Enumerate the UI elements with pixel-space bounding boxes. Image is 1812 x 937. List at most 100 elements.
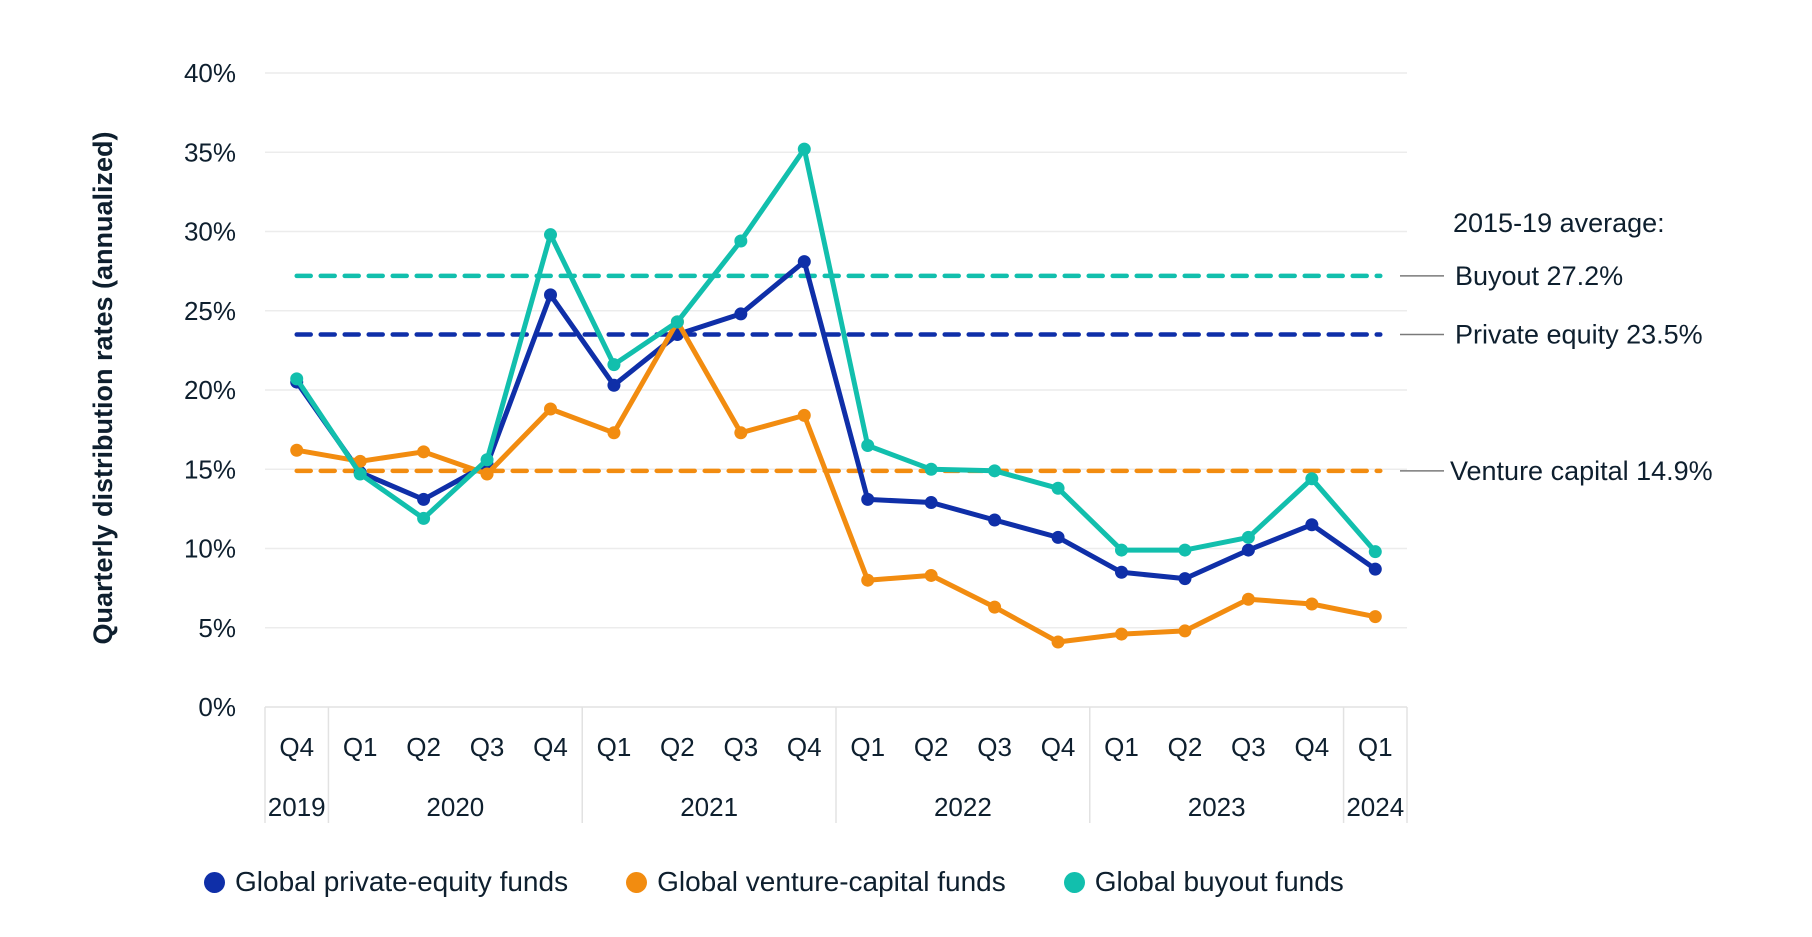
data-point-vc bbox=[1305, 597, 1319, 611]
reference-annotations: 2015-19 average: Buyout 27.2% Private equ… bbox=[1400, 208, 1713, 486]
data-point-bo bbox=[1051, 481, 1065, 495]
data-point-bo bbox=[1115, 543, 1128, 557]
series-bo bbox=[290, 142, 1382, 559]
data-point-bo bbox=[1178, 543, 1192, 557]
data-point-bo bbox=[544, 228, 557, 242]
x-year-label: 2022 bbox=[934, 792, 992, 822]
data-point-vc bbox=[544, 402, 557, 416]
reference-annotation: Venture capital 14.9% bbox=[1450, 456, 1713, 486]
legend-label: Global private-equity funds bbox=[235, 866, 569, 897]
y-tick-label: 40% bbox=[184, 58, 236, 88]
x-tick-label: Q1 bbox=[1358, 732, 1393, 762]
x-tick-label: Q2 bbox=[914, 732, 949, 762]
x-tick-label: Q2 bbox=[1168, 732, 1203, 762]
data-point-bo bbox=[1241, 530, 1255, 544]
legend-item-private-equity[interactable]: Global private-equity funds bbox=[204, 866, 568, 898]
annotation-header: 2015-19 average: bbox=[1453, 208, 1665, 238]
data-point-pe bbox=[861, 492, 875, 506]
y-tick-label: 30% bbox=[184, 217, 236, 247]
y-axis: 0% 5% 10% 15% 20% 25% 30% 35% 40% bbox=[184, 58, 236, 722]
x-tick-label: Q3 bbox=[723, 732, 758, 762]
data-point-vc bbox=[1178, 624, 1192, 638]
data-point-bo bbox=[1368, 545, 1382, 559]
x-year-label: 2020 bbox=[426, 792, 484, 822]
data-point-bo bbox=[988, 464, 1002, 478]
x-tick-label: Q4 bbox=[787, 732, 822, 762]
data-point-pe bbox=[1051, 530, 1065, 544]
legend-item-venture-capital[interactable]: Global venture-capital funds bbox=[626, 866, 1006, 898]
y-tick-label: 15% bbox=[184, 454, 236, 484]
series-line-bo bbox=[294, 146, 1378, 555]
x-tick-label: Q1 bbox=[850, 732, 885, 762]
data-point-bo bbox=[924, 462, 938, 476]
y-tick-label: 35% bbox=[184, 137, 236, 167]
x-tick-label: Q4 bbox=[1041, 732, 1076, 762]
x-tick-label: Q1 bbox=[343, 732, 378, 762]
legend-item-buyout[interactable]: Global buyout funds bbox=[1063, 866, 1344, 898]
x-year-label: 2021 bbox=[680, 792, 738, 822]
x-tick-label: Q1 bbox=[597, 732, 632, 762]
y-tick-label: 5% bbox=[198, 613, 236, 643]
y-tick-label: 20% bbox=[184, 375, 236, 405]
data-point-pe bbox=[924, 496, 938, 510]
data-point-bo bbox=[797, 142, 811, 156]
legend: Global private-equity funds Global ventu… bbox=[204, 866, 1402, 898]
legend-marker-icon bbox=[204, 871, 225, 893]
data-point-pe bbox=[1368, 562, 1382, 576]
data-point-bo bbox=[480, 453, 494, 467]
x-tick-label: Q3 bbox=[977, 732, 1012, 762]
data-point-vc bbox=[861, 573, 875, 587]
gridlines bbox=[265, 72, 1407, 629]
data-point-vc bbox=[1368, 610, 1382, 624]
y-tick-label: 0% bbox=[198, 692, 236, 722]
data-point-pe bbox=[544, 288, 557, 302]
x-tick-label: Q2 bbox=[660, 732, 695, 762]
legend-label: Global venture-capital funds bbox=[657, 866, 1006, 897]
x-year-label: 2019 bbox=[268, 792, 326, 822]
data-point-bo bbox=[861, 438, 875, 452]
data-point-pe bbox=[1305, 518, 1319, 532]
data-point-bo bbox=[1305, 472, 1319, 486]
data-point-vc bbox=[480, 467, 494, 481]
x-tick-label: Q3 bbox=[1231, 732, 1266, 762]
x-tick-label: Q4 bbox=[279, 732, 314, 762]
y-tick-label: 10% bbox=[184, 534, 236, 564]
reference-annotation: Private equity 23.5% bbox=[1455, 320, 1703, 350]
reference-annotation: Buyout 27.2% bbox=[1455, 261, 1623, 291]
data-point-pe bbox=[797, 255, 811, 269]
x-tick-label: Q4 bbox=[1294, 732, 1329, 762]
series-lines bbox=[290, 142, 1382, 649]
data-point-pe bbox=[988, 513, 1002, 527]
data-point-vc bbox=[1115, 627, 1128, 641]
data-point-vc bbox=[797, 408, 811, 422]
x-year-label: 2023 bbox=[1188, 792, 1246, 822]
data-point-vc bbox=[607, 426, 621, 440]
data-point-vc bbox=[353, 454, 367, 468]
data-point-bo bbox=[670, 315, 684, 329]
data-point-bo bbox=[734, 234, 748, 248]
data-point-bo bbox=[290, 372, 304, 386]
data-point-vc bbox=[1051, 635, 1065, 649]
data-point-vc bbox=[1241, 592, 1255, 606]
data-point-bo bbox=[353, 467, 367, 481]
legend-marker-icon bbox=[1063, 871, 1085, 893]
x-tick-label: Q3 bbox=[470, 732, 505, 762]
data-point-pe bbox=[417, 492, 431, 506]
legend-marker-icon bbox=[626, 871, 648, 893]
legend-label: Global buyout funds bbox=[1094, 866, 1344, 897]
data-point-pe bbox=[1115, 565, 1128, 579]
data-point-pe bbox=[1241, 543, 1255, 557]
data-point-pe bbox=[607, 378, 621, 392]
x-axis: Q4 Q1 Q2 Q3 Q4 Q1 Q2 Q3 Q4 Q1 Q2 Q3 Q4 Q1 Q2 Q3 Q4 Q1 2019… bbox=[264, 706, 1408, 823]
data-point-pe bbox=[1178, 572, 1192, 586]
data-point-bo bbox=[417, 511, 431, 525]
x-year-label: 2024 bbox=[1346, 792, 1404, 822]
data-point-bo bbox=[607, 358, 621, 372]
data-point-vc bbox=[417, 445, 431, 459]
x-tick-label: Q4 bbox=[533, 732, 568, 762]
data-point-pe bbox=[734, 307, 748, 321]
x-tick-label: Q1 bbox=[1104, 732, 1139, 762]
y-axis-title: Quarterly distribution rates (annualized… bbox=[88, 131, 118, 644]
y-tick-label: 25% bbox=[184, 296, 236, 326]
